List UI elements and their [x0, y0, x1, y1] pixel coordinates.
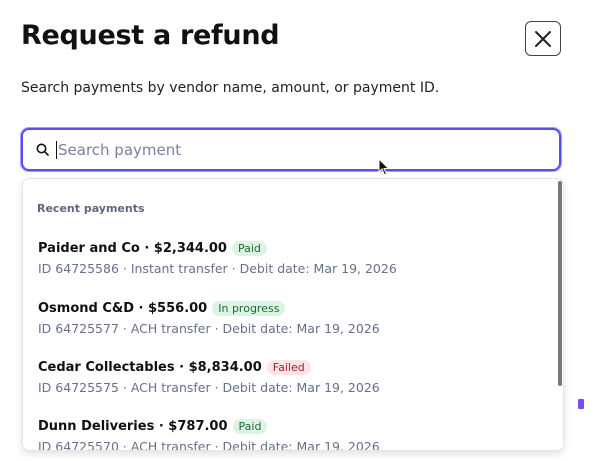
status-badge: Paid — [231, 240, 267, 256]
payment-item[interactable]: Dunn Deliveries · $787.00 Paid ID 6472557… — [38, 416, 380, 451]
payment-item[interactable]: Cedar Collectables · $8,834.00 Failed ID … — [38, 357, 380, 395]
payment-heading: Osmond C&D · $556.00 — [38, 300, 208, 316]
search-field[interactable] — [21, 128, 561, 171]
payment-item[interactable]: Paider and Co · $2,344.00 Paid ID 6472558… — [38, 238, 397, 276]
section-label: Recent payments — [37, 202, 145, 215]
payment-heading: Paider and Co · $2,344.00 — [38, 240, 227, 256]
payment-details: ID 64725577 · ACH transfer · Debit date:… — [38, 321, 380, 336]
close-button[interactable] — [525, 21, 561, 56]
payment-heading: Cedar Collectables · $8,834.00 — [38, 359, 262, 375]
status-badge: In progress — [212, 300, 286, 316]
payment-details: ID 64725575 · ACH transfer · Debit date:… — [38, 380, 380, 395]
page-title: Request a refund — [21, 20, 280, 51]
close-icon — [535, 30, 551, 47]
search-results-dropdown: Recent payments Paider and Co · $2,344.0… — [22, 178, 564, 451]
mouse-cursor-icon — [378, 158, 390, 176]
status-badge: Paid — [232, 418, 268, 434]
text-caret — [56, 140, 57, 159]
search-icon — [36, 143, 49, 156]
payment-item[interactable]: Osmond C&D · $556.00 In progress ID 64725… — [38, 298, 380, 336]
subtitle: Search payments by vendor name, amount, … — [21, 80, 440, 96]
payment-heading: Dunn Deliveries · $787.00 — [38, 418, 228, 434]
floating-widget-handle[interactable] — [578, 399, 584, 409]
scrollbar[interactable] — [558, 181, 562, 386]
payment-details: ID 64725586 · Instant transfer · Debit d… — [38, 261, 397, 276]
search-input[interactable] — [58, 140, 559, 159]
status-badge: Failed — [266, 359, 311, 375]
payment-details: ID 64725570 · ACH transfer · Debit date:… — [38, 439, 380, 451]
